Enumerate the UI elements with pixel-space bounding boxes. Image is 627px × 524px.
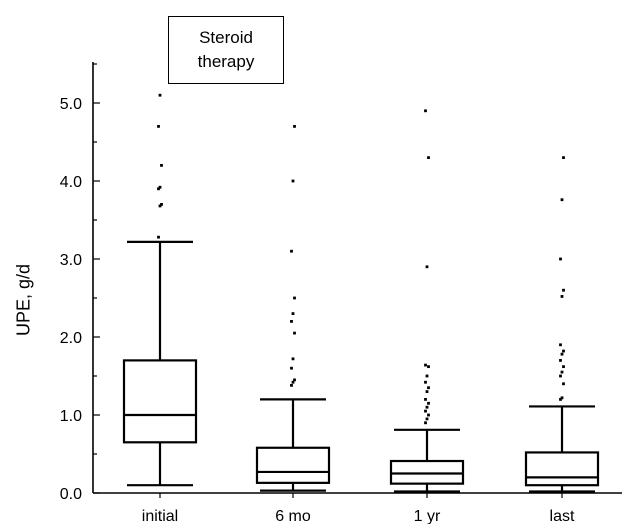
outlier-point xyxy=(560,295,564,298)
outlier-point xyxy=(559,359,562,362)
outlier-point xyxy=(291,380,295,384)
y-tick-label: 5.0 xyxy=(60,96,82,113)
box xyxy=(524,451,600,487)
x-tick-label: 6 mo xyxy=(275,508,311,524)
outlier-point xyxy=(425,374,429,378)
y-ticks: 0.0 1.0 2.0 3.0 4.0 5.0 xyxy=(60,63,100,503)
outlier-point xyxy=(424,109,427,113)
y-tick-label: 2.0 xyxy=(60,330,82,347)
outlier-point xyxy=(560,352,564,356)
x-tick-label: initial xyxy=(142,508,178,524)
outlier-point xyxy=(425,417,429,421)
legend-line-2: therapy xyxy=(197,52,255,71)
outlier-point xyxy=(562,365,565,369)
outlier-point xyxy=(293,296,296,300)
outlier-point xyxy=(424,380,427,384)
outlier-point xyxy=(291,312,295,315)
outlier-point xyxy=(560,396,564,400)
outlier-point xyxy=(424,363,427,367)
y-tick-label: 3.0 xyxy=(60,252,82,269)
legend-box: Steroid therapy xyxy=(168,16,284,84)
box-group xyxy=(389,109,465,493)
outlier-point xyxy=(158,185,162,189)
outlier-point xyxy=(158,93,162,97)
outlier-point xyxy=(291,357,295,361)
outlier-point xyxy=(425,405,429,409)
outlier-point xyxy=(562,382,565,386)
box-group xyxy=(122,93,198,487)
x-tick-label: last xyxy=(550,508,575,524)
box xyxy=(389,459,465,485)
x-tick-label: 1 yr xyxy=(414,508,441,524)
axes xyxy=(92,62,622,494)
y-tick-label: 4.0 xyxy=(60,174,82,191)
outlier-point xyxy=(425,265,429,269)
box-group xyxy=(255,125,331,492)
outlier-point xyxy=(427,386,430,390)
outlier-point xyxy=(560,370,564,374)
outlier-point xyxy=(290,320,293,323)
outlier-point xyxy=(157,125,160,128)
outlier-point xyxy=(427,365,430,369)
box-group xyxy=(524,156,600,493)
outlier-point xyxy=(560,198,564,202)
box xyxy=(122,359,198,444)
outlier-point xyxy=(160,164,163,167)
outlier-point xyxy=(290,383,293,387)
outlier-point xyxy=(157,187,160,191)
outlier-point xyxy=(562,288,565,292)
outlier-point xyxy=(158,204,162,208)
outlier-point xyxy=(559,374,562,378)
outlier-point xyxy=(293,125,296,128)
box xyxy=(255,446,331,484)
outlier-point xyxy=(290,366,293,370)
outlier-point xyxy=(559,343,562,347)
outlier-point xyxy=(424,421,427,425)
outlier-point xyxy=(562,156,565,159)
boxes xyxy=(122,93,600,493)
outlier-point xyxy=(425,390,429,393)
outlier-point xyxy=(562,349,565,353)
outlier-point xyxy=(291,179,295,183)
outlier-point xyxy=(160,203,163,206)
outlier-point xyxy=(157,235,160,239)
outlier-point xyxy=(427,156,430,159)
x-tick-labels: initial 6 mo 1 yr last xyxy=(142,493,575,524)
outlier-point xyxy=(293,331,296,335)
legend-line-1: Steroid xyxy=(199,28,253,47)
outlier-point xyxy=(559,257,562,261)
outlier-point xyxy=(424,398,427,401)
outlier-point xyxy=(559,398,562,401)
outlier-point xyxy=(427,413,430,417)
y-axis-label: UPE, g/d xyxy=(13,263,34,337)
outlier-point xyxy=(427,401,430,405)
outlier-point xyxy=(424,409,427,413)
outlier-point xyxy=(293,378,296,382)
outlier-point xyxy=(290,249,293,253)
y-tick-label: 1.0 xyxy=(60,408,82,425)
y-tick-label: 0.0 xyxy=(60,486,82,503)
